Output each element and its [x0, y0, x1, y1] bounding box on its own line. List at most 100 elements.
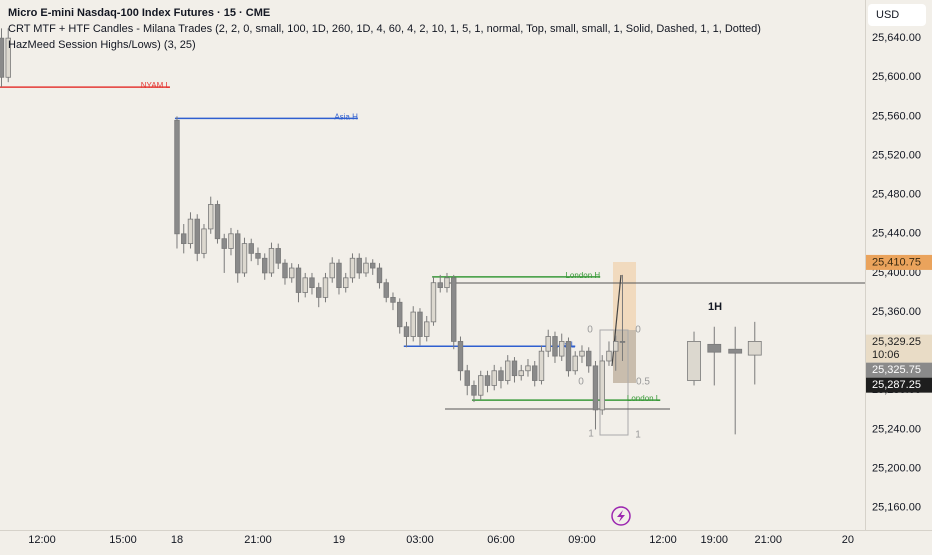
x-tick-label: 21:00: [755, 534, 783, 546]
fib-label: 0.5: [636, 377, 650, 388]
candle-body: [282, 262, 288, 279]
candle-body: [194, 218, 200, 254]
candle-body: [457, 341, 464, 372]
candle-body: [511, 360, 518, 377]
price-tag-label: 25,325.75: [872, 364, 921, 376]
indicator-legend: CRT MTF + HTF Candles - Milana Trades (2…: [8, 23, 761, 35]
candle-body: [349, 257, 356, 279]
price-tag: [866, 377, 932, 393]
x-tick-label: 12:00: [649, 534, 677, 546]
chart-title: Micro E-mini Nasdaq-100 Index Futures · …: [8, 7, 270, 19]
fib-label: 0: [587, 325, 593, 336]
candle-body: [295, 267, 302, 293]
candle-body: [599, 360, 605, 411]
candle-body: [241, 243, 248, 274]
candle-body: [538, 350, 545, 381]
candle-body: [289, 267, 295, 279]
candle-body: [228, 233, 234, 249]
candle-body: [471, 385, 477, 396]
candle-body: [417, 311, 423, 337]
candle-body: [613, 341, 619, 352]
candle-body: [316, 287, 322, 298]
candle-body: [424, 321, 430, 337]
candle-body: [322, 277, 329, 298]
candle-body: [532, 365, 538, 381]
fib-label: 1: [588, 429, 594, 440]
candle-body: [410, 311, 416, 337]
session-level-label: Asia H: [334, 112, 358, 121]
candle-body: [707, 343, 722, 353]
candle-body: [619, 341, 626, 343]
candle-body: [208, 204, 214, 230]
candle-body: [498, 370, 504, 381]
candle-body: [397, 301, 403, 328]
price-tag-label: 25,410.75: [872, 256, 921, 268]
currency-box[interactable]: [868, 4, 926, 26]
candle-body: [0, 37, 5, 78]
x-tick-label: 20: [842, 534, 854, 546]
candle-body: [444, 277, 450, 289]
price-tag-label: 25,329.25: [872, 336, 921, 348]
x-tick-label: 19: [333, 534, 345, 546]
replay-icon[interactable]: [611, 506, 631, 526]
y-tick-label: 25,480.00: [872, 189, 921, 201]
candle-body: [262, 257, 268, 274]
candle-body: [403, 326, 410, 337]
x-tick-label: 12:00: [28, 534, 56, 546]
candle-body: [363, 262, 369, 274]
candle-body: [559, 341, 565, 357]
candle-body: [187, 218, 194, 244]
y-tick-label: 25,520.00: [872, 149, 921, 161]
candle-body: [214, 204, 221, 240]
candle-body: [181, 233, 187, 244]
candle-body: [484, 375, 491, 386]
candle-body: [390, 296, 396, 303]
price-tag: [866, 254, 932, 270]
candle-body: [525, 365, 531, 372]
candle-body: [255, 252, 261, 259]
candle-body: [201, 228, 207, 254]
candle-body: [747, 341, 762, 356]
candle-body: [606, 350, 612, 362]
y-tick-label: 25,640.00: [872, 32, 921, 44]
indicator-legend: HazMeed Session Highs/Lows) (3, 25): [8, 39, 196, 51]
candle-body: [329, 262, 335, 279]
candle-body: [248, 243, 254, 254]
y-tick-label: 25,560.00: [872, 110, 921, 122]
currency[interactable]: USD: [876, 9, 899, 21]
x-tick-label: 09:00: [568, 534, 596, 546]
candle-body: [464, 370, 470, 386]
candle-body: [552, 336, 558, 357]
candle-body: [586, 350, 592, 367]
candle-body: [505, 360, 511, 381]
candle-body: [309, 277, 315, 289]
candle-body: [221, 238, 227, 249]
candle-body: [343, 277, 349, 289]
x-tick-label: 21:00: [244, 534, 272, 546]
candle-body: [728, 348, 743, 354]
candle-body: [275, 248, 281, 264]
session-level-label: London H: [565, 271, 600, 280]
price-tag: [866, 334, 932, 363]
fib-label: 0: [635, 325, 641, 336]
candle-body: [579, 350, 585, 357]
candle-body: [451, 277, 457, 342]
x-tick-label: 03:00: [406, 534, 434, 546]
y-tick-label: 25,440.00: [872, 228, 921, 240]
candle-body: [478, 375, 484, 396]
session-level-label: NYAM L: [141, 81, 171, 90]
x-tick-label: 18: [171, 534, 183, 546]
fib-label: 1: [635, 430, 641, 441]
candle-body: [437, 282, 443, 289]
y-tick-label: 25,200.00: [872, 462, 921, 474]
price-tag-label: 25,287.25: [872, 379, 921, 391]
fib-label: 0: [578, 377, 584, 388]
candle-body: [302, 277, 308, 293]
candle-body: [545, 336, 551, 352]
candle-body: [592, 365, 599, 411]
price-tag: [866, 362, 932, 378]
